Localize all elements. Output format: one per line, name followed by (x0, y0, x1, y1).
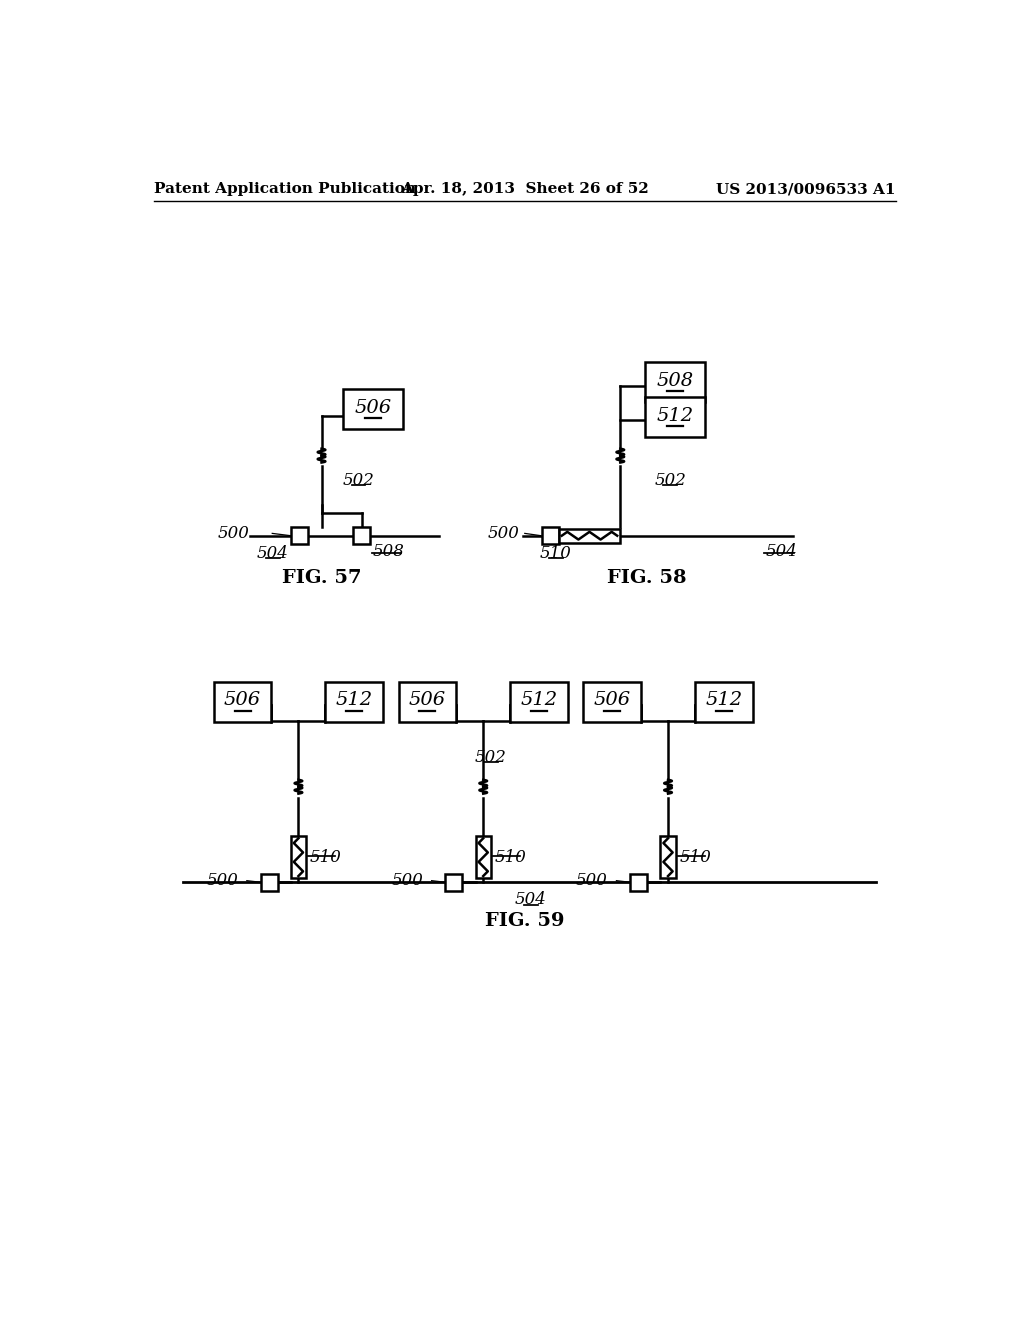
Text: 502: 502 (343, 471, 375, 488)
Text: 506: 506 (409, 692, 446, 709)
Bar (214, 682, 271, 722)
Text: 512: 512 (336, 692, 373, 709)
Text: 512: 512 (520, 692, 558, 709)
Text: Apr. 18, 2013  Sheet 26 of 52: Apr. 18, 2013 Sheet 26 of 52 (401, 182, 648, 197)
Text: 500: 500 (391, 873, 423, 890)
Bar (291, 836, 306, 878)
Bar (584, 682, 641, 722)
Bar (542, 527, 559, 544)
Bar (398, 682, 457, 722)
Text: 504: 504 (766, 543, 798, 560)
Text: 504: 504 (515, 891, 547, 908)
Bar (631, 874, 647, 891)
Text: US 2013/0096533 A1: US 2013/0096533 A1 (717, 182, 896, 197)
Bar (510, 682, 568, 722)
Text: 508: 508 (373, 543, 404, 560)
Bar (475, 836, 490, 878)
Text: 500: 500 (577, 873, 608, 890)
Text: 512: 512 (656, 407, 693, 425)
Text: 500: 500 (218, 525, 250, 543)
Text: 510: 510 (495, 849, 526, 866)
Bar (261, 874, 278, 891)
Text: 506: 506 (354, 399, 391, 417)
Text: 512: 512 (706, 692, 742, 709)
Text: 510: 510 (680, 849, 712, 866)
Bar (292, 527, 308, 544)
Text: 502: 502 (475, 748, 507, 766)
Bar (445, 874, 463, 891)
Text: 506: 506 (594, 692, 631, 709)
Bar (645, 363, 705, 403)
Text: FIG. 59: FIG. 59 (485, 912, 564, 929)
Bar (645, 397, 705, 437)
Text: 500: 500 (207, 873, 239, 890)
Text: 510: 510 (540, 545, 571, 562)
Bar (343, 389, 403, 429)
Text: 504: 504 (257, 545, 289, 562)
Text: FIG. 58: FIG. 58 (606, 569, 686, 587)
Bar (326, 682, 383, 722)
Text: 508: 508 (656, 372, 693, 389)
Text: 502: 502 (654, 471, 686, 488)
Text: FIG. 57: FIG. 57 (282, 569, 361, 587)
Text: 510: 510 (310, 849, 342, 866)
Bar (695, 682, 753, 722)
Bar (559, 529, 621, 543)
Text: 500: 500 (487, 525, 519, 543)
Bar (353, 527, 370, 544)
Text: Patent Application Publication: Patent Application Publication (154, 182, 416, 197)
Text: 506: 506 (224, 692, 261, 709)
Bar (660, 836, 676, 878)
